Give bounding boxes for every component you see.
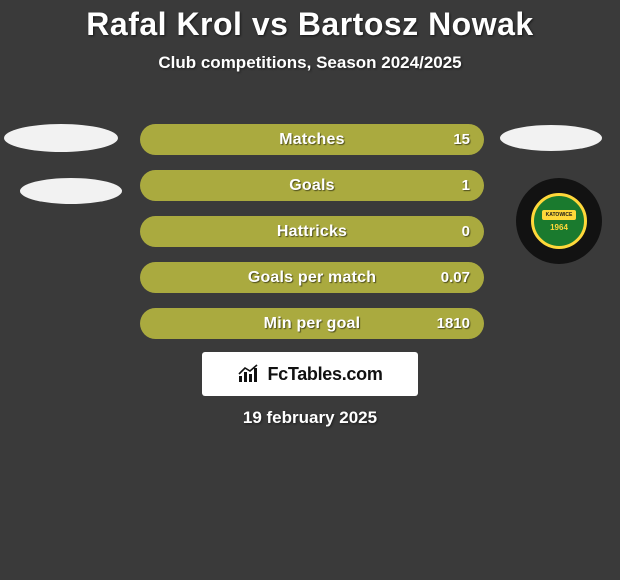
left-ellipse-bottom xyxy=(20,178,122,204)
bar-label: Min per goal xyxy=(140,308,484,339)
stat-bar: Matches 15 xyxy=(140,124,484,155)
chart-icon xyxy=(237,364,261,384)
brand-box: FcTables.com xyxy=(202,352,418,396)
stat-bar: Hattricks 0 xyxy=(140,216,484,247)
bar-label: Goals xyxy=(140,170,484,201)
bar-value: 1810 xyxy=(437,308,470,339)
bar-value: 1 xyxy=(462,170,470,201)
bar-label: Matches xyxy=(140,124,484,155)
left-ellipse-top xyxy=(4,124,118,152)
bar-value: 0 xyxy=(462,216,470,247)
crest-name: KATOWICE xyxy=(546,212,573,218)
page-subtitle: Club competitions, Season 2024/2025 xyxy=(0,53,620,73)
bar-value: 0.07 xyxy=(441,262,470,293)
club-crest-band: KATOWICE xyxy=(542,210,576,220)
stat-bar: Goals per match 0.07 xyxy=(140,262,484,293)
club-crest: KATOWICE 1964 xyxy=(516,178,602,264)
bar-value: 15 xyxy=(453,124,470,155)
stat-bars: Matches 15 Goals 1 Hattricks 0 Goals per… xyxy=(140,124,484,354)
page-root: Rafal Krol vs Bartosz Nowak Club competi… xyxy=(0,0,620,580)
bar-label: Hattricks xyxy=(140,216,484,247)
club-crest-inner: KATOWICE 1964 xyxy=(531,193,587,249)
stat-bar: Goals 1 xyxy=(140,170,484,201)
brand-text: FcTables.com xyxy=(267,364,382,385)
crest-year: 1964 xyxy=(550,223,568,232)
bar-label: Goals per match xyxy=(140,262,484,293)
right-ellipse-top xyxy=(500,125,602,151)
page-title: Rafal Krol vs Bartosz Nowak xyxy=(0,0,620,43)
date-text: 19 february 2025 xyxy=(0,408,620,428)
stat-bar: Min per goal 1810 xyxy=(140,308,484,339)
